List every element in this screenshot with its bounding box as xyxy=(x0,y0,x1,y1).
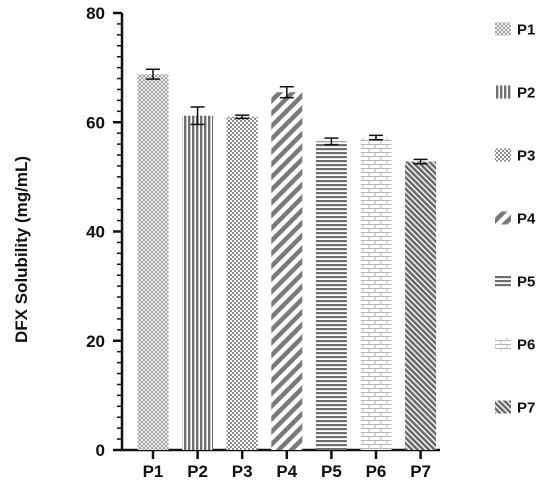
legend-label: P7 xyxy=(517,400,535,417)
bar-p3 xyxy=(226,116,258,450)
x-tick-label: P7 xyxy=(410,462,431,481)
x-tick-label: P2 xyxy=(187,462,208,481)
legend-swatch xyxy=(495,274,511,288)
y-tick-label: 80 xyxy=(86,4,105,23)
legend-swatch xyxy=(495,400,511,414)
error-bars xyxy=(146,68,428,165)
legend-swatch xyxy=(495,22,511,36)
bar-p6 xyxy=(360,137,392,451)
x-tick-label: P1 xyxy=(143,462,164,481)
legend-label: P1 xyxy=(517,22,535,39)
legend-item-p6: P6 xyxy=(495,337,535,354)
x-tick-label: P5 xyxy=(321,462,342,481)
legend-item-p3: P3 xyxy=(495,148,535,165)
x-tick-label: P4 xyxy=(276,462,297,481)
legend-item-p1: P1 xyxy=(495,22,535,39)
bars xyxy=(137,74,437,451)
y-tick-label: 20 xyxy=(86,332,105,351)
legend-label: P3 xyxy=(517,148,535,165)
y-axis-title: DFX Solubility (mg/mL) xyxy=(12,156,31,343)
y-ticks: 0 20 40 60 80 xyxy=(86,4,122,460)
legend-item-p2: P2 xyxy=(495,85,535,102)
legend-swatch xyxy=(495,337,511,351)
legend-item-p7: P7 xyxy=(495,400,535,417)
bar-p1 xyxy=(137,74,169,451)
legend-label: P5 xyxy=(517,274,535,291)
legend-label: P6 xyxy=(517,337,535,354)
bar-p4 xyxy=(271,92,303,451)
bar-p5 xyxy=(315,141,347,450)
legend-label: P2 xyxy=(517,85,535,102)
bar-p7 xyxy=(405,161,437,450)
legend-swatch xyxy=(495,211,511,225)
legend-label: P4 xyxy=(517,211,536,228)
bar-p2 xyxy=(182,115,214,450)
y-tick-label: 60 xyxy=(86,113,105,132)
y-tick-label: 0 xyxy=(96,441,105,460)
x-tick-label: P6 xyxy=(366,462,387,481)
x-tick-label: P3 xyxy=(232,462,253,481)
y-tick-label: 40 xyxy=(86,223,105,242)
legend-item-p5: P5 xyxy=(495,274,535,291)
legend-swatch xyxy=(495,85,511,99)
legend: P1 P2 P3 P4 P5 P6 P7 xyxy=(495,22,536,417)
legend-item-p4: P4 xyxy=(495,211,536,228)
legend-swatch xyxy=(495,148,511,162)
x-ticks: P1 P2 P3 P4 P5 P6 P7 xyxy=(143,450,431,481)
